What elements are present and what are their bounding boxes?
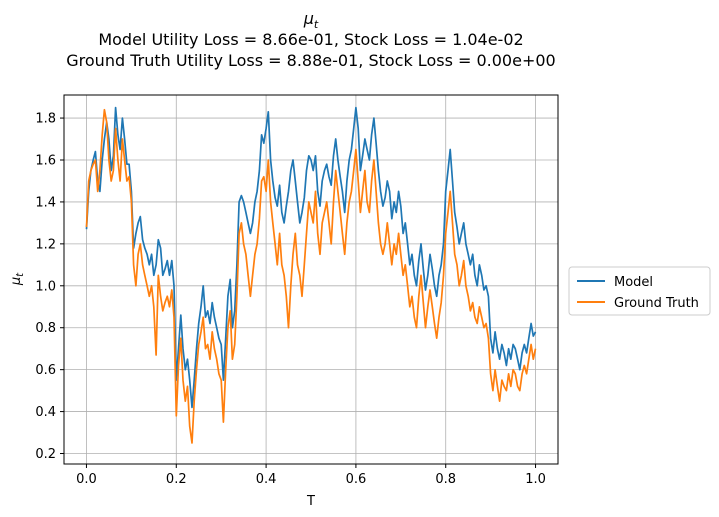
y-tick-label: 0.6 — [35, 363, 56, 378]
x-tick-label: 0.4 — [256, 472, 277, 487]
ylabel-subscript: t — [15, 272, 26, 277]
axis-ticks: 0.0 0.2 0.4 0.6 0.8 1.0 0.2 0.4 0.6 0.8 1.0 1.2 1.4 1… — [35, 112, 546, 487]
chart-title-model-loss: Model Utility Loss = 8.66e-01, Stock Los… — [98, 30, 523, 49]
y-tick-label: 0.8 — [35, 321, 56, 336]
grid-lines — [64, 95, 558, 464]
plot-area-frame — [63, 94, 559, 465]
series-line-model — [85, 106, 537, 409]
y-tick-label: 0.4 — [35, 405, 56, 420]
y-tick-label: 1.4 — [35, 195, 56, 210]
chart-title-truth-loss: Ground Truth Utility Loss = 8.88e-01, St… — [66, 51, 555, 70]
y-tick-label: 1.0 — [35, 279, 56, 294]
ylabel-mu: μ — [9, 277, 24, 286]
x-tick-label: 1.0 — [525, 472, 546, 487]
x-tick-label: 0.6 — [346, 472, 367, 487]
legend-label-ground-truth: Ground Truth — [614, 296, 699, 311]
x-tick-label: 0.0 — [76, 472, 97, 487]
legend: Model Ground Truth — [568, 266, 711, 316]
x-tick-label: 0.2 — [166, 472, 187, 487]
chart-title-symbol: μt — [303, 9, 319, 31]
y-tick-label: 0.2 — [35, 447, 56, 462]
x-axis-label: T — [306, 494, 315, 509]
y-axis-label: μt — [9, 272, 26, 286]
y-tick-label: 1.2 — [35, 237, 56, 252]
title-symbol-subscript: t — [314, 18, 319, 31]
y-tick-label: 1.8 — [35, 112, 56, 127]
series-lines — [85, 106, 537, 444]
legend-label-model: Model — [614, 275, 653, 290]
y-tick-label: 1.6 — [35, 153, 56, 168]
title-symbol-mu: μ — [303, 9, 314, 28]
series-line-ground-truth — [85, 108, 537, 444]
x-tick-label: 0.8 — [435, 472, 456, 487]
